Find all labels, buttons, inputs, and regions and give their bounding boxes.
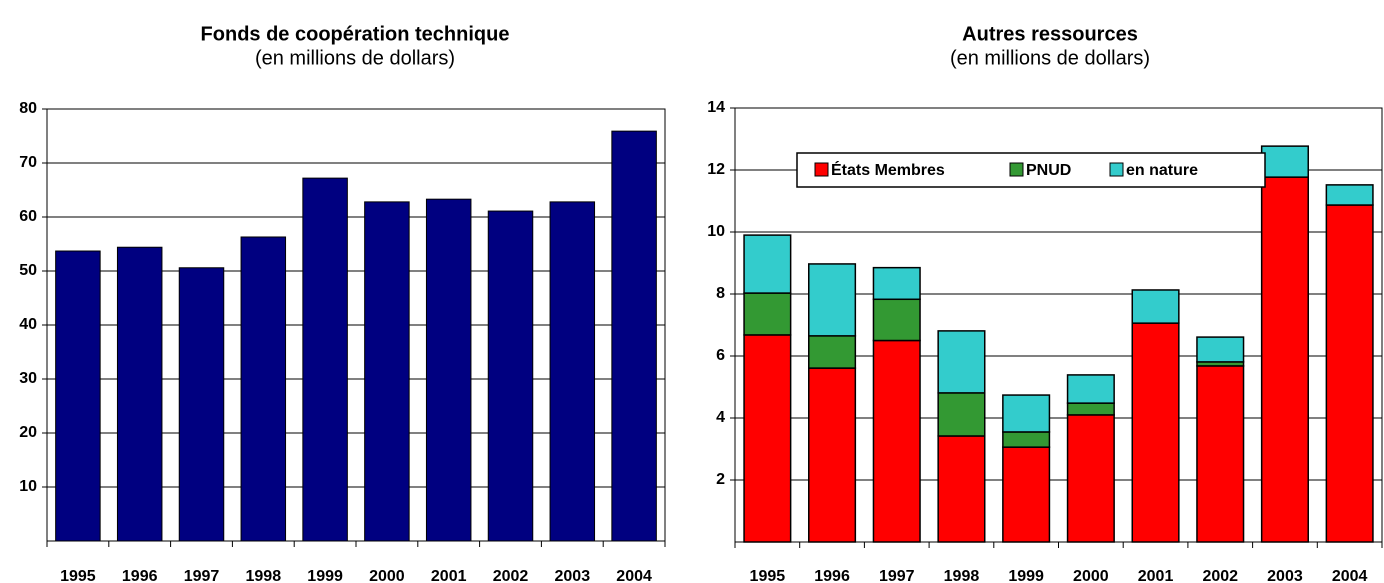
bar	[425, 198, 472, 542]
chart-title: Fonds de coopération technique	[201, 23, 510, 45]
y-tick-label: 40	[19, 316, 37, 333]
bar-segment	[1002, 431, 1051, 448]
legend-label: États Membres	[831, 160, 945, 179]
bar	[302, 177, 348, 542]
bar-segment	[1196, 336, 1245, 363]
y-tick-label: 70	[19, 154, 37, 171]
bar-segment	[1131, 289, 1180, 324]
x-tick-label: 1997	[184, 568, 220, 583]
bar	[178, 267, 225, 542]
bar-segment	[743, 234, 792, 294]
bar-segment	[808, 263, 857, 337]
y-tick-label: 50	[19, 262, 37, 279]
y-tick-label: 10	[707, 223, 725, 240]
bar	[364, 201, 410, 542]
x-tick-label: 1995	[750, 568, 786, 583]
x-tick-label: 2003	[1267, 568, 1303, 583]
x-tick-label: 2002	[493, 568, 529, 583]
x-tick-label: 2002	[1202, 568, 1238, 583]
bar-segment	[937, 435, 986, 543]
bar-segment	[872, 339, 921, 543]
legend	[796, 152, 1266, 188]
legend-swatch	[1009, 162, 1024, 177]
x-tick-label: 2001	[431, 568, 467, 583]
bar-segment	[743, 292, 792, 336]
bar-segment	[808, 367, 857, 543]
chart-subtitle: (en millions de dollars)	[255, 47, 455, 69]
bar-segment	[1260, 145, 1309, 178]
bar-segment	[1260, 176, 1309, 543]
x-tick-label: 1996	[814, 568, 850, 583]
bar-segment	[1066, 402, 1115, 416]
x-tick-label: 2004	[616, 568, 652, 583]
x-tick-label: 2001	[1138, 568, 1174, 583]
y-tick-label: 80	[19, 100, 37, 117]
bar-segment	[1066, 374, 1115, 404]
legend-swatch	[814, 162, 829, 177]
x-tick-label: 2000	[1073, 568, 1109, 583]
bar-segment	[743, 334, 792, 543]
bar	[487, 210, 534, 542]
bar-segment	[1066, 414, 1115, 543]
bar	[549, 201, 596, 542]
x-tick-label: 1999	[1008, 568, 1044, 583]
bar	[611, 130, 657, 542]
y-tick-label: 12	[707, 161, 725, 178]
bar	[240, 236, 287, 542]
x-tick-label: 1997	[879, 568, 915, 583]
bar-segment	[937, 330, 986, 394]
y-tick-label: 8	[716, 285, 725, 302]
y-tick-label: 20	[19, 424, 37, 441]
x-tick-label: 2003	[555, 568, 591, 583]
x-tick-label: 1999	[307, 568, 343, 583]
y-tick-label: 4	[716, 409, 725, 426]
bar-segment	[1131, 322, 1180, 543]
bar	[116, 246, 163, 542]
y-tick-label: 10	[19, 478, 37, 495]
bar-segment	[937, 392, 986, 437]
x-tick-label: 1995	[60, 568, 96, 583]
y-tick-label: 60	[19, 208, 37, 225]
bar-segment	[1002, 394, 1051, 433]
x-tick-label: 1996	[122, 568, 158, 583]
y-tick-label: 2	[716, 471, 725, 488]
bar-segment	[1325, 204, 1374, 543]
y-tick-label: 6	[716, 347, 725, 364]
bar-segment	[808, 335, 857, 369]
bar	[55, 250, 101, 542]
legend-label: PNUD	[1026, 162, 1071, 179]
y-tick-label: 30	[19, 370, 37, 387]
x-tick-label: 1998	[246, 568, 282, 583]
x-tick-label: 1998	[944, 568, 980, 583]
y-tick-label: 14	[707, 99, 725, 116]
x-tick-label: 2004	[1332, 568, 1368, 583]
bar-segment	[872, 266, 921, 301]
chart-title: Autres ressources	[962, 23, 1138, 45]
chart-subtitle: (en millions de dollars)	[950, 47, 1150, 69]
bar-segment	[872, 298, 921, 342]
legend-swatch	[1109, 162, 1124, 177]
bar-segment	[1196, 365, 1245, 543]
legend-label: en nature	[1126, 162, 1198, 179]
x-tick-label: 2000	[369, 568, 405, 583]
bar-segment	[1002, 446, 1051, 543]
bar-segment	[1325, 184, 1374, 206]
